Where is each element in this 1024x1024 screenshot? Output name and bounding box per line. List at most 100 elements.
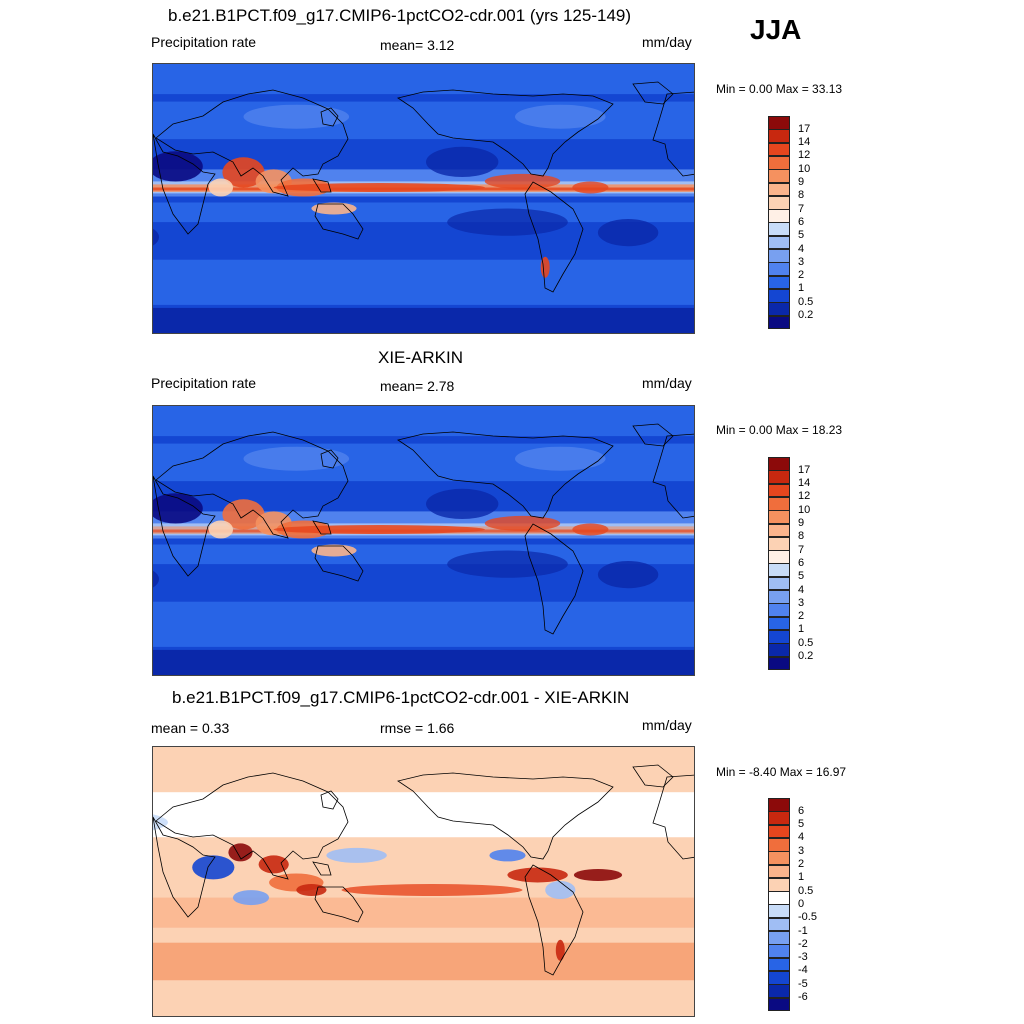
colorbar-swatch — [768, 288, 790, 303]
field-contour — [597, 561, 659, 589]
colorbar-label: 3 — [798, 596, 805, 609]
colorbar-label: -3 — [798, 951, 808, 964]
colorbar-swatch — [768, 917, 790, 932]
field-contour — [515, 446, 606, 471]
colorbar-swatch — [768, 864, 790, 879]
colorbar-label: 1 — [798, 623, 805, 636]
field-contour — [484, 515, 561, 531]
colorbar-swatch — [768, 550, 790, 564]
colorbar-swatch — [768, 563, 790, 578]
colorbar-label: 6 — [798, 556, 805, 569]
field-band — [153, 202, 694, 223]
panel-2-title: XIE-ARKIN — [378, 348, 464, 367]
colorbar-swatch — [768, 997, 790, 1012]
colorbar-swatch — [768, 603, 790, 618]
coastline-path — [155, 772, 349, 880]
field-contour — [573, 869, 623, 881]
field-contour — [311, 544, 357, 557]
colorbar-label: 4 — [798, 242, 805, 255]
season-label: JJA — [750, 14, 802, 45]
colorbar-label: 6 — [798, 804, 805, 817]
field-band — [153, 406, 694, 437]
coastline-path — [155, 431, 349, 539]
panel-3-colorbar: 6 5 4 3 2 1 0.5 0 -0.5 -1 -2 -3 -4 -5 -6 — [768, 798, 817, 1012]
colorbar-swatch — [768, 142, 790, 157]
colorbar-label: 0.5 — [798, 884, 814, 897]
field-contour — [153, 151, 203, 182]
field-contour — [489, 849, 526, 862]
colorbar-swatch — [768, 798, 790, 812]
colorbar-swatch — [768, 235, 790, 250]
coastline-path — [153, 133, 216, 235]
field-band — [153, 101, 694, 140]
coastline-path — [397, 772, 614, 860]
field-band — [153, 792, 694, 838]
field-contour — [484, 173, 561, 189]
field-contour — [296, 884, 327, 896]
colorbar-swatch — [768, 182, 790, 197]
panel-1-colorbar: 17 14 12 10 9 8 7 6 5 4 3 2 1 0.5 0.2 — [768, 116, 813, 330]
colorbar-label: 0.5 — [798, 295, 814, 308]
colorbar-label: 10 — [798, 162, 811, 175]
panel-1-units: mm/day — [642, 34, 692, 50]
field-band — [153, 980, 694, 1016]
panel-2-map — [152, 405, 695, 676]
colorbar-swatch — [768, 222, 790, 237]
colorbar-swatch — [768, 129, 790, 144]
field-band — [153, 649, 694, 675]
field-band — [153, 544, 694, 565]
field-contour — [153, 570, 159, 588]
coastline-path — [320, 107, 339, 127]
field-contour — [341, 884, 523, 896]
colorbar-label: -4 — [798, 964, 808, 977]
field-contour — [572, 181, 609, 194]
field-contour — [222, 157, 265, 188]
field-contour — [208, 178, 233, 197]
coastline-path — [153, 816, 216, 918]
field-contour — [515, 104, 606, 129]
field-contour — [545, 881, 576, 899]
coastline-path — [652, 433, 694, 519]
field-band — [153, 307, 694, 333]
colorbar-swatch — [768, 302, 790, 316]
colorbar-swatch — [768, 155, 790, 170]
colorbar-label: 4 — [798, 831, 805, 844]
colorbar-swatch — [768, 616, 790, 631]
field-contour — [232, 890, 270, 906]
panel-1-variable-label: Precipitation rate — [151, 34, 257, 50]
coastline-path — [155, 89, 349, 197]
panel-2-mean-label: mean= 2.78 — [380, 378, 455, 394]
colorbar-label: 5 — [798, 570, 805, 583]
coastline-path — [314, 545, 364, 582]
colorbar-swatch — [768, 877, 790, 892]
panel-3-map — [152, 746, 695, 1017]
coastline-path — [320, 449, 339, 469]
field-band — [153, 942, 694, 981]
colorbar-swatch — [768, 944, 790, 959]
colorbar-label: 17 — [798, 463, 811, 476]
colorbar-label: -1 — [798, 924, 808, 937]
colorbar-label: 3 — [798, 844, 805, 857]
coastline-path — [312, 861, 332, 876]
field-contour — [153, 228, 159, 246]
colorbar-swatch — [768, 904, 790, 919]
colorbar-label: -5 — [798, 977, 808, 990]
colorbar-swatch — [768, 536, 790, 551]
colorbar-label: 9 — [798, 517, 805, 529]
field-contour — [447, 208, 568, 236]
colorbar-label: 3 — [798, 255, 805, 268]
field-contour — [426, 488, 499, 519]
colorbar-swatch — [768, 483, 790, 498]
colorbar-label: 5 — [798, 229, 805, 242]
colorbar-swatch — [768, 510, 790, 524]
field-contour — [258, 855, 289, 874]
colorbar-swatch — [768, 824, 790, 839]
coastline-path — [314, 203, 364, 240]
colorbar-label: 0.2 — [798, 309, 814, 321]
panel-3-title: b.e21.B1PCT.f09_g17.CMIP6-1pctCO2-cdr.00… — [172, 688, 630, 707]
colorbar-label: -2 — [798, 937, 808, 950]
colorbar-label: 8 — [798, 530, 805, 543]
colorbar-label: 0.5 — [798, 636, 814, 649]
coastline-path — [524, 523, 584, 635]
field-contour — [555, 939, 565, 961]
